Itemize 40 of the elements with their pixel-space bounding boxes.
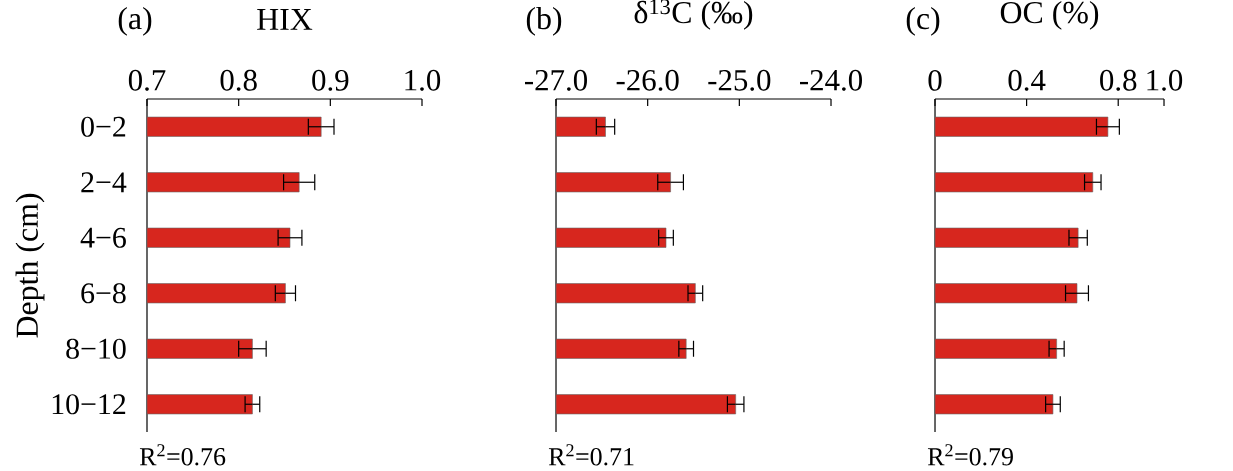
x-tick-label: 0.4: [1008, 69, 1046, 91]
x-tick-label: 1.0: [1147, 69, 1183, 91]
x-tick-label: 0.8: [1100, 69, 1137, 91]
bar: [555, 116, 606, 137]
bar: [555, 338, 687, 359]
y-tick-label: 8−10: [66, 338, 126, 359]
text: (b): [526, 6, 562, 36]
y-tick-label: 6−8: [81, 283, 126, 304]
text: R$^{2}$=0.79: [927, 444, 1013, 466]
bar: [934, 172, 1094, 193]
bar: [934, 283, 1078, 304]
y-tick-label: 10−12: [52, 394, 126, 415]
bar: [934, 394, 1054, 415]
chart-title: OC (%): [1000, 0, 1099, 30]
bar: [934, 227, 1079, 248]
y-axis-title: Depth (cm): [15, 193, 45, 338]
x-tick-label: 0.9: [312, 69, 349, 91]
x-tick-label: -27.0: [524, 69, 587, 91]
chart-title: HIX: [257, 8, 313, 30]
x-tick-label: 0.8: [220, 69, 257, 91]
bar: [555, 394, 736, 415]
chart-title: δ$^{13}$C (‰): [634, 0, 753, 30]
x-tick-label: -24.0: [799, 69, 862, 91]
bar: [555, 283, 696, 304]
x-tick-label: 0: [928, 69, 942, 91]
text: (a): [118, 6, 152, 36]
x-tick-label: 1.0: [405, 69, 441, 91]
x-tick-label: -25.0: [708, 69, 771, 91]
text: R$^{2}$=0.71: [548, 444, 634, 466]
text: (c): [906, 6, 940, 36]
bar: [934, 116, 1109, 137]
bar: [555, 227, 667, 248]
bar: [934, 338, 1057, 359]
x-tick-label: 0.7: [128, 69, 166, 91]
text: R$^{2}$=0.76: [139, 444, 226, 466]
y-tick-label: 2−4: [81, 172, 127, 193]
bar: [555, 172, 671, 193]
y-tick-label: 0−2: [81, 116, 126, 137]
y-tick-label: 4−6: [80, 227, 126, 248]
x-tick-label: -26.0: [616, 69, 679, 91]
